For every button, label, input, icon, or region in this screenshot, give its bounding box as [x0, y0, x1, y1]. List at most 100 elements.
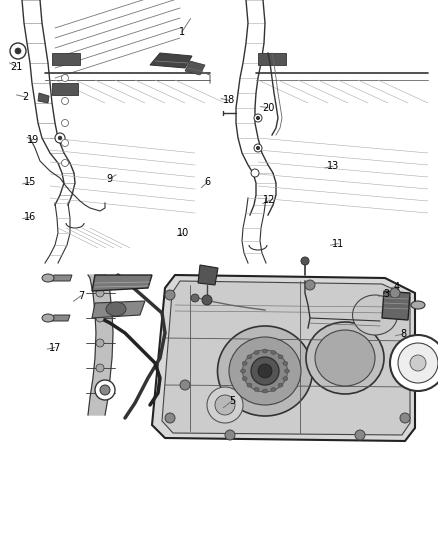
Ellipse shape [247, 355, 252, 359]
Polygon shape [185, 61, 205, 75]
Polygon shape [258, 53, 286, 65]
Circle shape [61, 75, 68, 82]
Ellipse shape [240, 369, 246, 373]
Text: 2: 2 [22, 92, 28, 102]
Circle shape [55, 133, 65, 143]
Ellipse shape [247, 383, 252, 387]
Text: 13: 13 [327, 161, 339, 171]
Circle shape [257, 147, 259, 149]
Text: 1: 1 [179, 27, 185, 37]
Ellipse shape [243, 350, 287, 392]
Circle shape [58, 136, 62, 140]
Ellipse shape [106, 302, 126, 316]
Polygon shape [152, 275, 415, 441]
Text: 16: 16 [24, 213, 36, 222]
Circle shape [410, 355, 426, 371]
Text: 5: 5 [229, 396, 235, 406]
Ellipse shape [271, 387, 276, 391]
Circle shape [180, 380, 190, 390]
Ellipse shape [283, 377, 288, 381]
Polygon shape [198, 265, 218, 285]
Circle shape [390, 288, 400, 298]
Polygon shape [92, 301, 145, 318]
Polygon shape [52, 275, 72, 281]
Polygon shape [92, 275, 152, 291]
Text: 4: 4 [394, 282, 400, 292]
Circle shape [257, 117, 259, 119]
Circle shape [96, 339, 104, 347]
Circle shape [61, 98, 68, 104]
Circle shape [95, 380, 115, 400]
Text: 7: 7 [78, 291, 84, 301]
Ellipse shape [242, 361, 247, 365]
Ellipse shape [242, 377, 247, 381]
Ellipse shape [353, 295, 398, 335]
Circle shape [96, 314, 104, 322]
Polygon shape [382, 291, 410, 320]
Text: 11: 11 [332, 239, 344, 248]
Circle shape [390, 335, 438, 391]
Circle shape [191, 294, 199, 302]
Circle shape [207, 387, 243, 423]
Ellipse shape [411, 301, 425, 309]
Ellipse shape [278, 355, 283, 359]
Circle shape [355, 430, 365, 440]
Circle shape [215, 395, 235, 415]
Ellipse shape [271, 351, 276, 354]
Text: 19: 19 [27, 135, 39, 144]
Text: 21: 21 [11, 62, 23, 71]
Text: 10: 10 [177, 229, 189, 238]
Text: 15: 15 [24, 177, 36, 187]
Ellipse shape [278, 383, 283, 387]
Polygon shape [162, 281, 410, 435]
Ellipse shape [229, 337, 301, 405]
Ellipse shape [254, 387, 259, 391]
Ellipse shape [315, 330, 375, 386]
Text: 17: 17 [49, 343, 61, 352]
Text: 8: 8 [401, 329, 407, 338]
Ellipse shape [285, 369, 290, 373]
Text: 3: 3 [383, 289, 389, 299]
Circle shape [61, 140, 68, 147]
Circle shape [96, 289, 104, 297]
Circle shape [96, 364, 104, 372]
Ellipse shape [283, 361, 288, 365]
Circle shape [254, 144, 262, 152]
Circle shape [251, 169, 259, 177]
Circle shape [61, 119, 68, 126]
Text: 18: 18 [223, 95, 235, 105]
Circle shape [305, 280, 315, 290]
Circle shape [61, 159, 68, 166]
Circle shape [202, 295, 212, 305]
Circle shape [10, 43, 26, 59]
Polygon shape [150, 53, 192, 68]
Circle shape [258, 364, 272, 378]
Circle shape [398, 343, 438, 383]
Ellipse shape [254, 351, 259, 354]
Polygon shape [88, 275, 113, 415]
Ellipse shape [262, 349, 268, 353]
Polygon shape [38, 93, 49, 103]
Circle shape [96, 389, 104, 397]
Circle shape [254, 114, 262, 122]
Polygon shape [52, 53, 80, 65]
Ellipse shape [262, 389, 268, 393]
Polygon shape [52, 83, 78, 95]
Polygon shape [52, 315, 70, 321]
Circle shape [225, 430, 235, 440]
Text: 9: 9 [106, 174, 113, 183]
Circle shape [251, 357, 279, 385]
Circle shape [165, 290, 175, 300]
Ellipse shape [42, 274, 54, 282]
Ellipse shape [306, 322, 384, 394]
Circle shape [100, 385, 110, 395]
Circle shape [301, 257, 309, 265]
Text: 20: 20 [262, 103, 274, 112]
Circle shape [15, 48, 21, 54]
Text: 12: 12 [263, 196, 276, 205]
Text: 6: 6 [204, 177, 210, 187]
Circle shape [165, 413, 175, 423]
Ellipse shape [42, 314, 54, 322]
Circle shape [400, 413, 410, 423]
Ellipse shape [218, 326, 312, 416]
